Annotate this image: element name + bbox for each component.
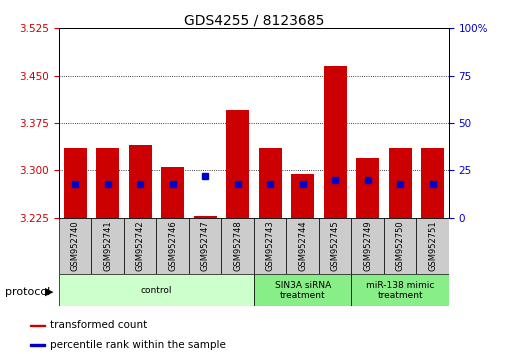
Bar	[319, 218, 351, 274]
Bar	[389, 148, 411, 218]
Bar	[417, 218, 449, 274]
Text: GSM952742: GSM952742	[136, 221, 145, 272]
Bar	[356, 158, 379, 218]
Text: GSM952743: GSM952743	[266, 221, 274, 272]
Bar	[351, 274, 449, 306]
Bar	[351, 218, 384, 274]
Text: control: control	[141, 286, 172, 295]
Bar	[254, 274, 351, 306]
Bar	[189, 218, 222, 274]
Bar	[291, 173, 314, 218]
Text: GSM952751: GSM952751	[428, 221, 437, 272]
Bar	[156, 218, 189, 274]
Bar	[96, 148, 119, 218]
Bar	[254, 218, 286, 274]
Bar	[286, 218, 319, 274]
Text: protocol: protocol	[5, 287, 50, 297]
Bar	[59, 274, 254, 306]
Bar	[194, 216, 216, 218]
Text: GSM952745: GSM952745	[331, 221, 340, 272]
Bar	[91, 218, 124, 274]
Text: GSM952744: GSM952744	[298, 221, 307, 272]
Bar	[324, 66, 347, 218]
Text: GSM952749: GSM952749	[363, 221, 372, 272]
Bar	[222, 218, 254, 274]
Text: GSM952741: GSM952741	[103, 221, 112, 272]
Text: GSM952746: GSM952746	[168, 221, 177, 272]
Text: SIN3A siRNA
treatment: SIN3A siRNA treatment	[274, 281, 331, 300]
Title: GDS4255 / 8123685: GDS4255 / 8123685	[184, 13, 324, 27]
Text: percentile rank within the sample: percentile rank within the sample	[50, 340, 226, 350]
Bar	[384, 218, 417, 274]
Bar	[64, 148, 87, 218]
Text: transformed count: transformed count	[50, 320, 147, 330]
Bar	[161, 167, 184, 218]
Bar	[259, 148, 282, 218]
Bar	[226, 110, 249, 218]
Bar	[124, 218, 156, 274]
Text: GSM952747: GSM952747	[201, 221, 210, 272]
Text: ▶: ▶	[45, 287, 53, 297]
Bar	[30, 344, 45, 346]
Bar	[59, 218, 91, 274]
Text: miR-138 mimic
treatment: miR-138 mimic treatment	[366, 281, 435, 300]
Text: GSM952750: GSM952750	[396, 221, 405, 272]
Text: GSM952740: GSM952740	[71, 221, 80, 272]
Text: GSM952748: GSM952748	[233, 221, 242, 272]
Bar	[129, 145, 152, 218]
Bar	[421, 148, 444, 218]
Bar	[30, 325, 45, 326]
